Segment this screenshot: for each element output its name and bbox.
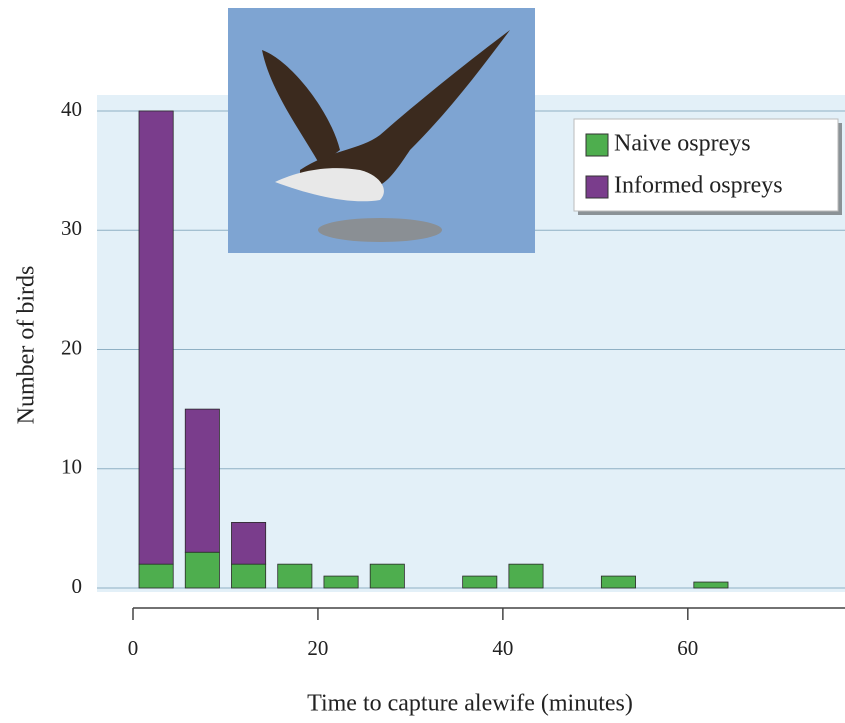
bar: [601, 576, 635, 588]
legend-swatch: [586, 134, 608, 156]
x-tick-label: 60: [677, 636, 698, 660]
bar: [139, 111, 173, 564]
y-axis-title: Number of birds: [14, 266, 40, 425]
bar: [231, 522, 265, 564]
y-tick-label: 40: [61, 97, 82, 121]
bar: [231, 564, 265, 588]
bar: [463, 576, 497, 588]
osprey-photo: [228, 8, 535, 253]
bar: [509, 564, 543, 588]
x-axis-title: Time to capture alewife (minutes): [307, 691, 633, 717]
bar: [185, 409, 219, 552]
y-tick-label: 20: [61, 335, 82, 359]
chart: 0 10 20 30 40 0 20 40 60 Time to capture alewife…: [0, 0, 845, 723]
bar: [324, 576, 358, 588]
bar: [278, 564, 312, 588]
legend-swatch: [586, 176, 608, 198]
legend-label: Informed ospreys: [614, 173, 783, 199]
legend-label: Naive ospreys: [614, 131, 751, 157]
bar: [370, 564, 404, 588]
y-tick-label: 0: [72, 574, 83, 598]
x-tick-label: 40: [492, 636, 513, 660]
y-tick-label: 10: [61, 455, 82, 479]
y-tick-label: 30: [61, 216, 82, 240]
legend: Naive ospreys Informed ospreys: [574, 119, 842, 215]
x-tick-label: 0: [128, 636, 139, 660]
page: {"chart_data": { "type": "bar", "stacked…: [0, 0, 845, 723]
bar: [694, 582, 728, 588]
x-tick-label: 20: [307, 636, 328, 660]
bar: [185, 552, 219, 588]
bar: [139, 564, 173, 588]
